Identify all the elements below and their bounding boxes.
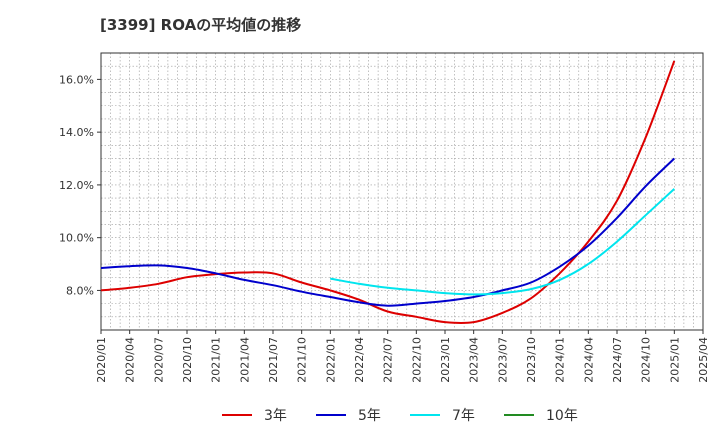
legend-label-3: 10年 (546, 408, 578, 424)
tick-layer: 8.0% 10.0% 12.0% 14.0% 16.0% 2020/01 2020/04 20… (59, 73, 710, 382)
x-tick-label: 2023/07 (496, 337, 509, 383)
y-tick-label: 14.0% (59, 126, 94, 139)
chart-title: [3399] ROAの平均値の推移 (100, 16, 302, 34)
x-tick-label: 2021/01 (210, 337, 223, 383)
x-tick-label: 2021/04 (238, 337, 251, 383)
x-tick-label: 2023/04 (468, 337, 481, 383)
y-tick-label: 16.0% (59, 73, 94, 86)
x-tick-label: 2023/10 (525, 337, 538, 383)
x-tick-label: 2024/10 (640, 337, 653, 383)
legend-label-1: 5年 (358, 408, 381, 424)
x-tick-label: 2024/04 (582, 337, 595, 383)
x-tick-label: 2022/04 (353, 337, 366, 383)
x-tick-label: 2025/04 (697, 337, 710, 383)
x-tick-label: 2022/07 (382, 337, 395, 383)
y-tick-label: 12.0% (59, 179, 94, 192)
plot-frame (100, 52, 704, 331)
x-tick-label: 2022/10 (410, 337, 423, 383)
legend-label-0: 3年 (264, 408, 287, 424)
x-tick-label: 2021/07 (267, 337, 280, 383)
x-tick-label: 2020/07 (152, 337, 165, 383)
x-tick-label: 2024/07 (611, 337, 624, 383)
x-tick-label: 2020/01 (95, 337, 108, 383)
series-line-1 (100, 157, 675, 307)
y-tick-label: 8.0% (66, 284, 94, 297)
x-tick-label: 2023/01 (439, 337, 452, 383)
grid-layer (101, 53, 703, 330)
x-tick-label: 2022/01 (324, 337, 337, 383)
series-line-0 (100, 60, 676, 324)
x-tick-label: 2020/04 (124, 337, 137, 383)
series-line-2 (330, 188, 675, 296)
y-tick-label: 10.0% (59, 232, 94, 245)
legend-label-2: 7年 (452, 408, 475, 424)
series-layer (100, 60, 676, 324)
x-tick-label: 2021/10 (296, 337, 309, 383)
x-tick-label: 2020/10 (181, 337, 194, 383)
x-tick-label: 2025/01 (668, 337, 681, 383)
x-tick-label: 2024/01 (554, 337, 567, 383)
legend: 3年 5年 7年 10年 (222, 408, 578, 424)
